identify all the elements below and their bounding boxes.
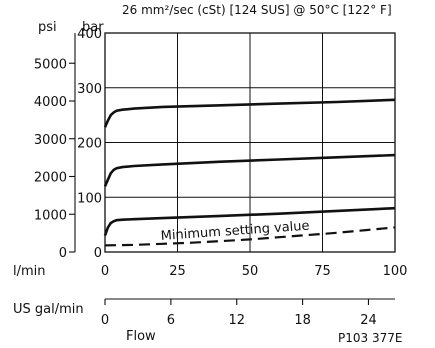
bar-tick-labels: 0 100 200 300 400 bbox=[77, 27, 102, 261]
bar-tick-label: 300 bbox=[77, 82, 102, 97]
bar-tick-label: 400 bbox=[77, 27, 102, 42]
psi-tick-label: 4000 bbox=[34, 95, 67, 110]
gpm-tick-label: 6 bbox=[167, 313, 175, 328]
psi-tick-label: 3000 bbox=[34, 133, 67, 148]
psi-tick-label: 5000 bbox=[34, 57, 67, 72]
lpm-tick-label: 25 bbox=[169, 264, 186, 279]
gpm-axis-label: US gal/min bbox=[13, 302, 84, 317]
psi-tick-label: 1000 bbox=[34, 208, 67, 223]
chart-title: 26 mm²/sec (cSt) [124 SUS] @ 50°C [122° … bbox=[122, 3, 392, 17]
lpm-tick-label: 0 bbox=[101, 264, 109, 279]
bar-tick-label: 200 bbox=[77, 137, 102, 152]
lpm-tick-labels: 0 25 50 75 100 bbox=[101, 264, 408, 279]
gpm-tick-label: 18 bbox=[294, 313, 311, 328]
minimum-setting-annotation: Minimum setting value bbox=[160, 219, 310, 244]
gpm-axis: 0 6 12 18 24 bbox=[101, 299, 395, 328]
gpm-tick-label: 12 bbox=[228, 313, 245, 328]
lpm-tick-label: 100 bbox=[383, 264, 408, 279]
gpm-tick-label: 0 bbox=[101, 313, 109, 328]
psi-tick-label: 2000 bbox=[34, 171, 67, 186]
figure-footnote: P103 377E bbox=[338, 331, 402, 345]
lpm-tick-label: 50 bbox=[242, 264, 259, 279]
lpm-axis-label: l/min bbox=[13, 264, 46, 279]
gpm-tick-label: 24 bbox=[360, 313, 377, 328]
psi-tick-label: 0 bbox=[59, 246, 67, 261]
lpm-tick-label: 75 bbox=[314, 264, 331, 279]
bar-tick-label: 0 bbox=[94, 246, 102, 261]
bar-tick-label: 100 bbox=[77, 191, 102, 206]
psi-axis-label: psi bbox=[38, 20, 57, 35]
psi-axis: 0 1000 2000 3000 4000 5000 bbox=[34, 33, 75, 261]
flow-axis-label: Flow bbox=[126, 329, 156, 344]
